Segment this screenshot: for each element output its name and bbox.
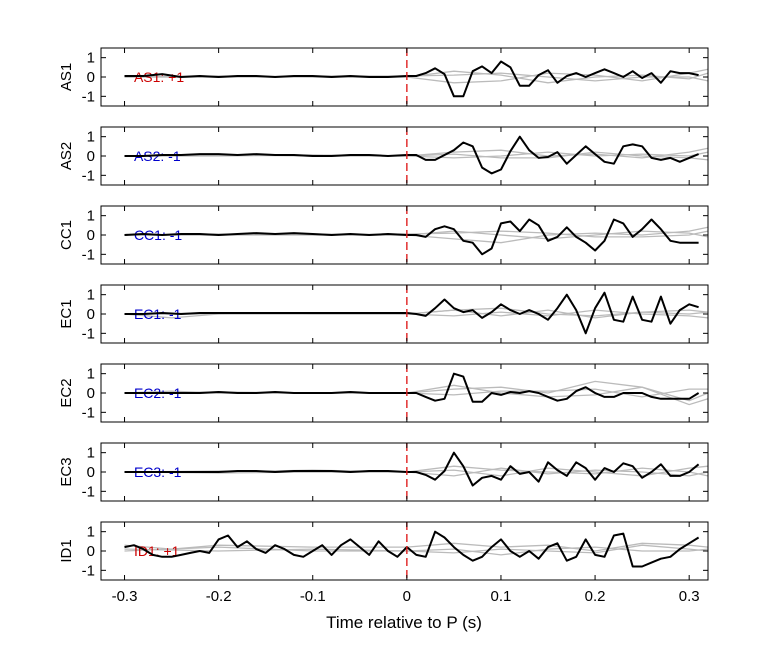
x-tick-label: 0.1 — [491, 588, 512, 605]
y-tick-label: 1 — [87, 524, 95, 541]
y-tick-label: 1 — [87, 50, 95, 67]
y-axis-label: EC3 — [58, 457, 75, 486]
y-axis-label: EC2 — [58, 378, 75, 407]
y-tick-label: 0 — [87, 464, 95, 481]
y-tick-label: 0 — [87, 69, 95, 86]
x-tick-label: 0.2 — [585, 588, 606, 605]
main-trace — [124, 291, 699, 335]
y-axis-label: AS1 — [58, 63, 75, 91]
x-tick-label: 0 — [403, 588, 411, 605]
y-tick-label: 1 — [87, 208, 95, 225]
comparison-trace — [124, 544, 709, 554]
panel-id1: ID1: +1 1 0 -1 -0.3 -0.2 -0.1 0 0.1 0.2 0.3 ID1 — [58, 521, 709, 605]
comparison-trace — [124, 542, 709, 552]
y-tick-label: 0 — [87, 148, 95, 165]
x-axis-label: Time relative to P (s) — [326, 613, 482, 632]
y-tick-label: 0 — [87, 306, 95, 323]
station-label: AS1: +1 — [134, 69, 184, 85]
y-axis-label: ID1 — [58, 539, 75, 562]
x-tick-label: -0.2 — [206, 588, 232, 605]
main-trace — [124, 530, 700, 568]
y-tick-label: 1 — [87, 445, 95, 462]
y-tick-label: 1 — [87, 366, 95, 383]
y-axis-label: EC1 — [58, 299, 75, 328]
main-trace — [124, 451, 700, 487]
comparison-trace — [124, 230, 709, 238]
y-tick-label: 0 — [87, 227, 95, 244]
y-tick-label: -1 — [82, 325, 95, 342]
main-trace — [124, 218, 699, 256]
y-tick-label: 0 — [87, 385, 95, 402]
main-trace — [124, 372, 700, 403]
y-tick-label: 0 — [87, 543, 95, 560]
station-label: ID1: +1 — [134, 543, 180, 559]
y-axis-label: CC1 — [58, 220, 75, 250]
x-tick-label: -0.3 — [112, 588, 138, 605]
main-trace — [124, 60, 699, 98]
main-trace — [124, 135, 699, 175]
x-tick-label: -0.1 — [300, 588, 326, 605]
y-tick-label: -1 — [82, 167, 95, 184]
y-tick-label: 1 — [87, 287, 95, 304]
y-tick-label: -1 — [82, 246, 95, 263]
y-tick-label: -1 — [82, 562, 95, 579]
y-tick-label: 1 — [87, 129, 95, 146]
x-tick-label: 0.3 — [679, 588, 700, 605]
panel-as1: AS1: +1 1 0 -1 AS1 — [58, 47, 709, 107]
y-tick-label: -1 — [82, 483, 95, 500]
y-tick-label: -1 — [82, 88, 95, 105]
y-axis-label: AS2 — [58, 142, 75, 170]
y-tick-label: -1 — [82, 404, 95, 421]
